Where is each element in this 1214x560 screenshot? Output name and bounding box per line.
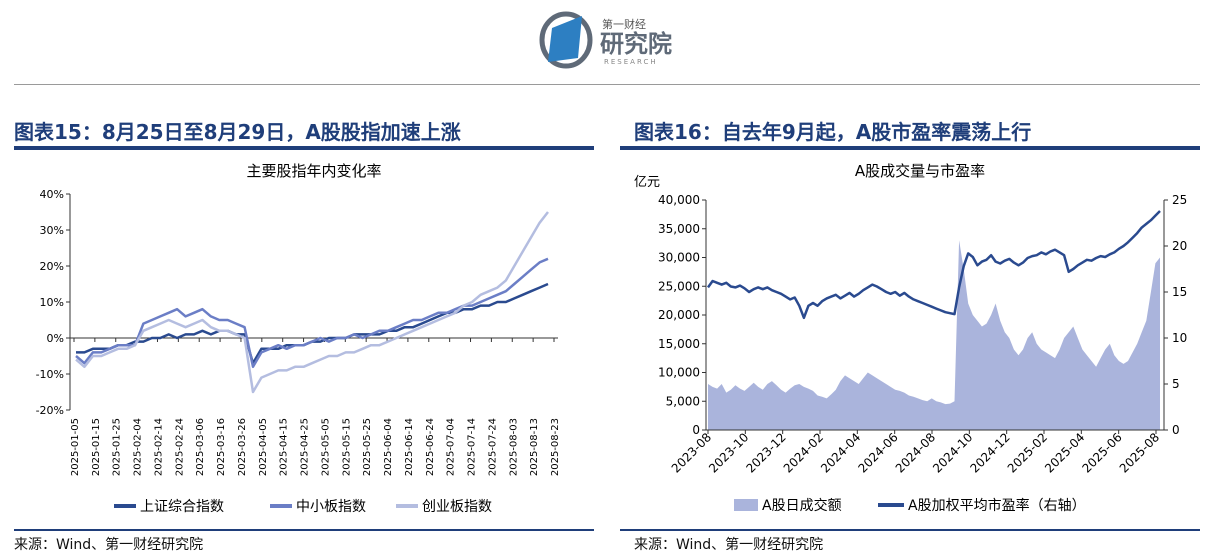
chart1-y-tick: 40% — [40, 188, 64, 201]
chart2-left-y-tick: 10,000 — [658, 366, 700, 380]
chart2-right-y-tick: 25 — [1172, 193, 1187, 207]
right-heading: 图表16：自去年9月起，A股市盈率震荡上行 — [634, 120, 1032, 144]
left-heading: 图表15：8月25日至8月29日，A股股指加速上涨 — [14, 120, 461, 144]
chart1-legend-label-1: 中小板指数 — [296, 499, 366, 515]
chart2-left-y-tick: 40,000 — [658, 193, 700, 207]
chart2-right-y-tick: 0 — [1172, 423, 1180, 437]
chart1-x-tick: 2025-05-25 — [362, 418, 373, 476]
chart2-x-tick: 2024-08 — [893, 430, 938, 475]
chart2-x-tick: 2023-10 — [706, 430, 751, 475]
chart1-series-line-1 — [75, 257, 549, 369]
chart1-x-tick: 2025-06-24 — [425, 418, 436, 476]
chart2-left-y-tick: 35,000 — [658, 222, 700, 236]
chart2-x-tick: 2023-08 — [669, 430, 714, 475]
chart1-x-tick: 2025-08-13 — [529, 418, 540, 476]
chart2-right-y-tick: 5 — [1172, 377, 1180, 391]
chart2-right-y-tick: 15 — [1172, 285, 1187, 299]
chart1-x-tick: 2025-07-24 — [487, 418, 498, 476]
chart1-x-tick: 2025-03-06 — [195, 418, 206, 476]
chart1-x-tick: 2025-05-15 — [341, 418, 352, 476]
chart2-x-tick: 2025-02 — [1005, 430, 1050, 475]
chart1-x-tick: 2025-06-14 — [404, 418, 415, 476]
chart1-x-tick: 2025-02-04 — [133, 418, 144, 476]
chart2-x-tick: 2024-02 — [781, 430, 826, 475]
chart1-x-tick: 2025-02-24 — [174, 418, 185, 476]
left-source: 来源：Wind、第一财经研究院 — [14, 537, 204, 553]
chart2-legend-swatch-area — [734, 499, 758, 511]
chart1-y-tick: -20% — [36, 404, 64, 417]
chart2-left-y-tick: 30,000 — [658, 251, 700, 265]
chart2-turnover-area — [708, 240, 1160, 430]
chart1-legend-label-2: 创业板指数 — [422, 499, 492, 515]
right-footer-rule — [620, 529, 1200, 531]
chart1-series-line-2 — [75, 211, 549, 394]
chart2-legend-label-line: A股加权平均市盈率（右轴） — [908, 497, 1086, 514]
chart1-x-tick: 2025-04-15 — [279, 418, 290, 476]
right-heading-rule — [620, 146, 1200, 150]
chart2-x-tick: 2024-10 — [930, 430, 975, 475]
chart2-left-axis-label: 亿元 — [634, 175, 660, 190]
chart-index-change: 主要股指年内变化率 -20% -10% 0% 10% 20% 30% 40% 2025-01-0… — [36, 162, 561, 515]
chart2-legend-label-area: A股日成交额 — [762, 497, 842, 514]
chart1-x-tick: 2025-03-16 — [216, 418, 227, 476]
chart1-title: 主要股指年内变化率 — [246, 162, 381, 180]
chart2-x-tick: 2025-06 — [1079, 430, 1124, 475]
chart2-right-y-tick: 10 — [1172, 331, 1187, 345]
chart2-right-y-tick: 20 — [1172, 239, 1187, 253]
chart1-x-tick: 2025-03-26 — [237, 418, 248, 476]
chart1-x-tick: 2025-02-14 — [153, 418, 164, 476]
chart2-left-y-tick: 20,000 — [658, 308, 700, 322]
left-footer-rule — [14, 529, 594, 531]
chart1-x-tick: 2025-08-23 — [550, 418, 561, 476]
chart1-y-tick: 10% — [40, 296, 64, 309]
right-source: 来源：Wind、第一财经研究院 — [634, 537, 824, 553]
logo: 第一财经 研究院 RESEARCH — [539, 11, 672, 69]
logo-small-text: 第一财经 — [602, 17, 646, 31]
chart2-left-y-tick: 0 — [692, 423, 700, 437]
chart1-y-tick: 20% — [40, 260, 64, 273]
logo-sub-text: RESEARCH — [604, 58, 658, 66]
chart2-left-y-tick: 25,000 — [658, 279, 700, 293]
chart1-y-tick: -10% — [36, 368, 64, 381]
chart1-x-tick: 2025-06-04 — [383, 418, 394, 476]
left-heading-rule — [14, 146, 594, 150]
chart2-x-tick: 2024-04 — [818, 430, 863, 475]
header-divider — [14, 84, 1200, 85]
chart2-x-tick: 2025-04 — [1042, 430, 1087, 475]
logo-shape — [548, 16, 582, 62]
chart2-x-tick: 2025-08 — [1117, 430, 1162, 475]
chart1-x-tick: 2025-07-14 — [467, 418, 478, 476]
chart2-left-y-tick: 15,000 — [658, 337, 700, 351]
logo-ring — [539, 11, 593, 69]
chart2-left-y-tick: 5,000 — [666, 394, 700, 408]
chart1-x-tick: 2025-04-25 — [300, 418, 311, 476]
logo-main-text: 研究院 — [600, 30, 672, 58]
chart2-x-tick: 2024-06 — [855, 430, 900, 475]
chart1-y-tick: 0% — [47, 332, 64, 345]
chart2-x-tick: 2024-12 — [967, 430, 1012, 475]
chart1-x-tick: 2025-05-05 — [320, 418, 331, 476]
chart1-x-tick: 2025-08-03 — [508, 418, 519, 476]
chart1-x-tick: 2025-07-04 — [446, 418, 457, 476]
chart1-y-tick: 30% — [40, 224, 64, 237]
chart2-pe-line — [706, 210, 1161, 320]
chart1-x-tick: 2025-01-15 — [91, 418, 102, 476]
chart1-x-tick: 2025-04-05 — [258, 418, 269, 476]
chart1-x-tick: 2025-01-25 — [112, 418, 123, 476]
chart1-legend-label-0: 上证综合指数 — [140, 499, 224, 515]
chart1-series-line-0 — [76, 282, 549, 365]
chart2-title: A股成交量与市盈率 — [855, 162, 985, 180]
chart1-x-tick: 2025-01-05 — [70, 418, 81, 476]
chart2-x-tick: 2023-12 — [743, 430, 788, 475]
